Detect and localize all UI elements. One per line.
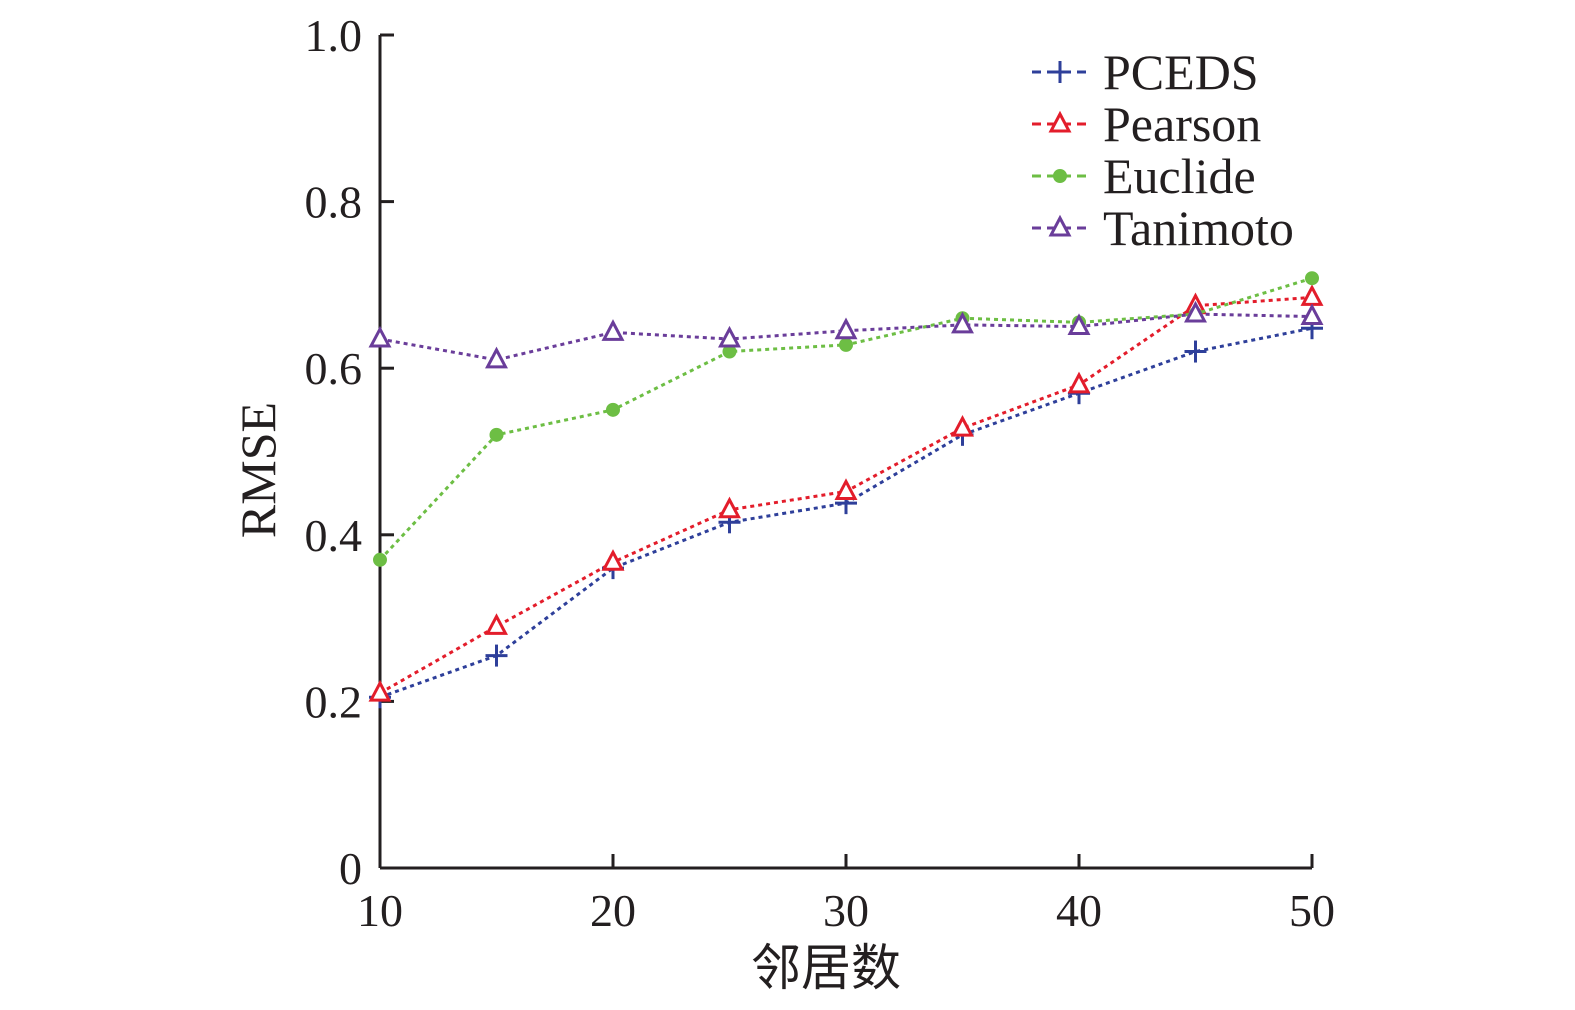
- data-point-pearson: [951, 414, 974, 437]
- series-tanimoto: [368, 300, 1324, 369]
- data-point-euclide: [606, 402, 620, 417]
- x-tick-label: 40: [1056, 885, 1102, 936]
- legend-marker-pceds: [1049, 61, 1071, 83]
- legend-label-pceds: PCEDS: [1103, 44, 1259, 100]
- data-point-tanimoto: [1067, 313, 1091, 336]
- data-point-tanimoto: [368, 325, 392, 348]
- x-axis-title: 邻居数: [751, 940, 901, 996]
- data-point-pceds: [1184, 340, 1207, 363]
- x-tick-label: 20: [590, 885, 636, 936]
- data-point-tanimoto: [485, 346, 508, 369]
- legend-entry-pearson: Pearson: [1032, 96, 1261, 152]
- data-point-pearson: [718, 496, 741, 519]
- legend-marker-tanimoto: [1048, 214, 1072, 237]
- legend-label-euclide: Euclide: [1103, 148, 1256, 204]
- data-point-tanimoto: [1184, 300, 1207, 323]
- legend-label-pearson: Pearson: [1103, 96, 1261, 152]
- legend-entry-euclide: Euclide: [1032, 148, 1256, 204]
- legend-entry-tanimoto: Tanimoto: [1032, 200, 1294, 256]
- data-point-tanimoto: [834, 317, 858, 340]
- data-point-tanimoto: [951, 311, 974, 334]
- data-point-pceds: [485, 644, 508, 667]
- legend-label-tanimoto: Tanimoto: [1103, 200, 1294, 256]
- data-point-euclide: [1305, 271, 1319, 286]
- data-point-pearson: [1067, 371, 1091, 394]
- y-axis-title: RMSE: [230, 402, 286, 538]
- tick-marks: [378, 33, 1314, 870]
- series-group: [368, 271, 1324, 709]
- legend-marker-pearson: [1048, 110, 1072, 133]
- data-point-euclide: [373, 552, 387, 567]
- axis-titles: 邻居数 RMSE: [230, 402, 901, 996]
- data-point-pearson: [834, 478, 858, 500]
- legend-marker-euclide: [1053, 169, 1067, 183]
- data-point-tanimoto: [601, 319, 625, 341]
- series-pceds: [369, 317, 1323, 709]
- data-point-pearson: [368, 679, 392, 702]
- y-tick-label: 0: [339, 843, 362, 894]
- data-point-euclide: [489, 427, 504, 442]
- y-tick-label: 0.8: [305, 177, 363, 228]
- y-tick-label: 0.4: [305, 510, 363, 561]
- tick-labels: 0 0.2 0.4 0.6 0.8 1.0 10 20 30 40 50: [305, 10, 1336, 936]
- data-point-pearson: [485, 613, 508, 635]
- x-tick-label: 10: [357, 885, 403, 936]
- data-point-pearson: [1300, 284, 1324, 306]
- x-tick-label: 50: [1289, 885, 1335, 936]
- legend-entry-pceds: PCEDS: [1032, 44, 1259, 100]
- x-tick-label: 30: [823, 885, 869, 936]
- series-pearson: [368, 284, 1324, 702]
- data-point-pearson: [601, 549, 625, 571]
- data-point-euclide: [839, 337, 853, 352]
- y-tick-label: 1.0: [305, 10, 363, 61]
- y-tick-label: 0.6: [305, 343, 363, 394]
- data-point-tanimoto: [718, 325, 741, 348]
- data-point-tanimoto: [1300, 303, 1324, 326]
- y-tick-label: 0.2: [305, 676, 363, 727]
